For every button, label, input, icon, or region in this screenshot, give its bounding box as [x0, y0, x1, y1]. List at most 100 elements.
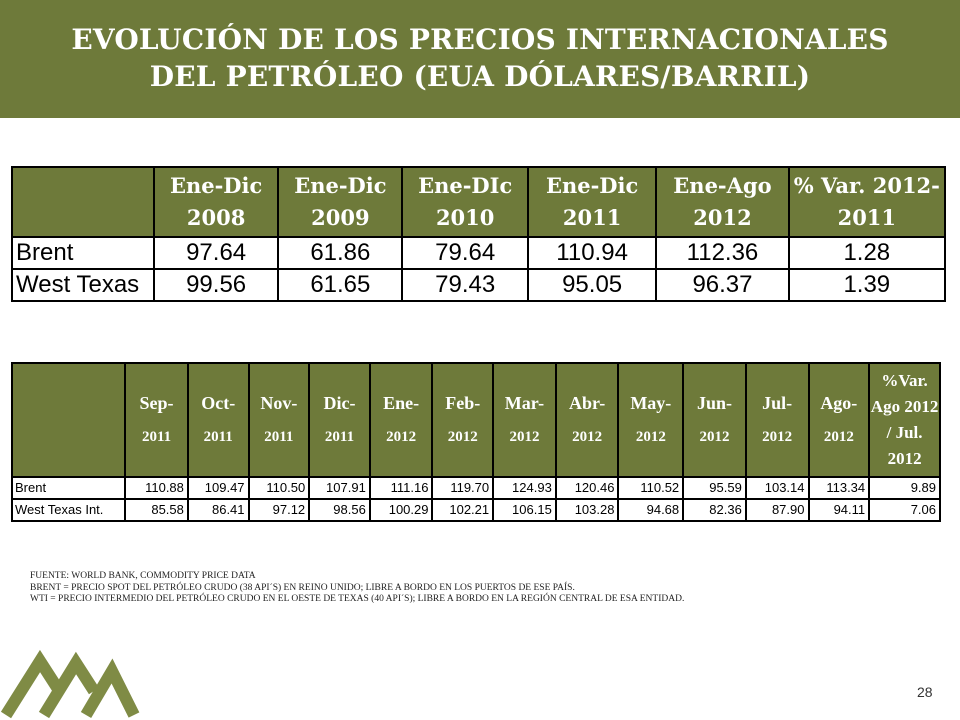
header-year: 2012 [699, 429, 730, 445]
table-cell: 111.16 [368, 476, 434, 500]
table-cell: 119.70 [431, 476, 495, 500]
table-row: Brent 110.88 109.47 110.50 107.91 111.16 119.7… [10, 476, 941, 500]
header-month: Ene- [383, 393, 420, 413]
header-month: Dic- [323, 393, 356, 413]
table-cell: 107.91 [308, 476, 371, 500]
table-cell: 103.14 [744, 476, 810, 500]
table-cell: 110.50 [247, 476, 311, 500]
table-cell: 94.11 [807, 498, 871, 522]
table-cell: 100.29 [368, 498, 434, 522]
header-year: 2012 [823, 429, 854, 445]
monthly-prices-table: Sep- 2011 Oct- 2011 Nov- 2011 Dic- 2011 Ene- 2012… [10, 362, 941, 522]
row-label: Brent [11, 236, 155, 270]
table-header-row: Ene-Dic 2008 Ene-Dic 2009 Ene-DIc 2010 E… [11, 166, 947, 238]
header-month: Ago- [820, 393, 858, 413]
table-cell: 99.56 [152, 268, 280, 302]
table-cell: 86.41 [186, 498, 250, 522]
header-month: Sep- [139, 393, 174, 413]
table-row: Brent 97.64 61.86 79.64 110.94 112.36 1.… [11, 236, 947, 270]
header-cell: Abr- 2012 [554, 362, 620, 478]
table-cell: 110.94 [526, 236, 658, 270]
header-month: Oct- [201, 393, 236, 413]
note-line: WTI = PRECIO INTERMEDIO DEL PETRÓLEO CRU… [30, 594, 685, 604]
table-row: West Texas 99.56 61.65 79.43 95.05 96.37… [11, 268, 947, 302]
table-cell: 120.46 [554, 476, 620, 500]
header-month: Abr- [568, 393, 606, 413]
annual-prices-table: Ene-Dic 2008 Ene-Dic 2009 Ene-DIc 2010 E… [11, 166, 947, 302]
table-cell: 94.68 [617, 498, 685, 522]
header-cell: Feb- 2012 [431, 362, 495, 478]
header-cell: Ene-DIc 2010 [401, 166, 529, 238]
header-year: 2012 [509, 429, 540, 445]
table-cell: 106.15 [492, 498, 557, 522]
note-line: BRENT = PRECIO SPOT DEL PETRÓLEO CRUDO (… [30, 582, 575, 593]
header-year: 2011 [264, 429, 294, 445]
table-cell: 7.06 [868, 498, 941, 522]
header-cell: Ene-Dic 2009 [277, 166, 404, 238]
table-cell: 110.88 [124, 476, 189, 500]
header-cell: Jun- 2012 [682, 362, 747, 478]
table-cell: 79.64 [401, 236, 529, 270]
table-cell: 9.89 [868, 476, 941, 500]
header-year: 2011 [203, 429, 233, 445]
header-cell [11, 166, 155, 238]
header-cell: Jul- 2012 [744, 362, 810, 478]
header-month: Feb- [445, 393, 481, 413]
header-year: 2012 [762, 429, 793, 445]
table-cell: 110.52 [617, 476, 685, 500]
table-cell: 98.56 [308, 498, 371, 522]
header-cell: Ene-Dic 2011 [526, 166, 658, 238]
header-cell: %Var. Ago 2012 / Jul. 2012 [868, 362, 941, 478]
table-cell: 61.65 [277, 268, 404, 302]
header-month: Mar- [504, 393, 545, 413]
table-cell: 87.90 [744, 498, 810, 522]
table-cell: 103.28 [554, 498, 620, 522]
header-cell: % Var. 2012-2011 [787, 166, 947, 238]
row-label: Brent [10, 476, 127, 500]
header-cell: Mar- 2012 [492, 362, 557, 478]
table-cell: 85.58 [124, 498, 189, 522]
source-notes: FUENTE: WORLD BANK, COMMODITY PRICE DATA… [30, 571, 930, 606]
table-cell: 109.47 [186, 476, 250, 500]
title-banner: EVOLUCIÓN DE LOS PRECIOS INTERNACIONALES… [0, 0, 960, 118]
table-cell: 97.64 [152, 236, 280, 270]
header-cell: Nov- 2011 [247, 362, 311, 478]
table-cell: 97.12 [247, 498, 311, 522]
table-cell: 79.43 [401, 268, 529, 302]
header-cell: Ene-Dic 2008 [152, 166, 280, 238]
header-month: Jun- [696, 393, 732, 413]
header-year: 2011 [324, 429, 355, 445]
table-cell: 102.21 [431, 498, 495, 522]
table-cell: 61.86 [277, 236, 404, 270]
page-number: 28 [917, 684, 933, 700]
row-label: West Texas Int. [10, 498, 127, 522]
logo-icon [0, 649, 140, 719]
header-year: 2011 [141, 429, 172, 445]
header-month: Nov- [260, 393, 298, 413]
header-year: 2012 [635, 429, 666, 445]
table-cell: 95.59 [682, 476, 747, 500]
note-line: FUENTE: WORLD BANK, COMMODITY PRICE DATA [30, 571, 256, 581]
table-cell: 1.28 [787, 236, 947, 270]
table-cell: 112.36 [655, 236, 790, 270]
page-title: EVOLUCIÓN DE LOS PRECIOS INTERNACIONALES… [71, 23, 889, 93]
header-cell: Ago- 2012 [807, 362, 871, 478]
table-header-row: Sep- 2011 Oct- 2011 Nov- 2011 Dic- 2011 Ene- 2012… [10, 362, 941, 478]
table-cell: 96.37 [655, 268, 790, 302]
header-year: 2012 [447, 429, 478, 445]
table-cell: 124.93 [492, 476, 557, 500]
header-month: Jul- [762, 393, 793, 413]
header-cell: Sep- 2011 [124, 362, 189, 478]
header-cell: Oct- 2011 [186, 362, 250, 478]
table-cell: 1.39 [787, 268, 947, 302]
header-cell: Dic- 2011 [308, 362, 371, 478]
row-label: West Texas [11, 268, 155, 302]
header-cell: Ene-Ago 2012 [655, 166, 790, 238]
header-month: May- [630, 393, 672, 413]
header-cell [10, 362, 127, 478]
header-cell: Ene- 2012 [368, 362, 434, 478]
header-cell: May- 2012 [617, 362, 685, 478]
table-cell: 95.05 [526, 268, 658, 302]
table-cell: 113.34 [807, 476, 871, 500]
table-row: West Texas Int. 85.58 86.41 97.12 98.56 100.2… [10, 498, 941, 522]
